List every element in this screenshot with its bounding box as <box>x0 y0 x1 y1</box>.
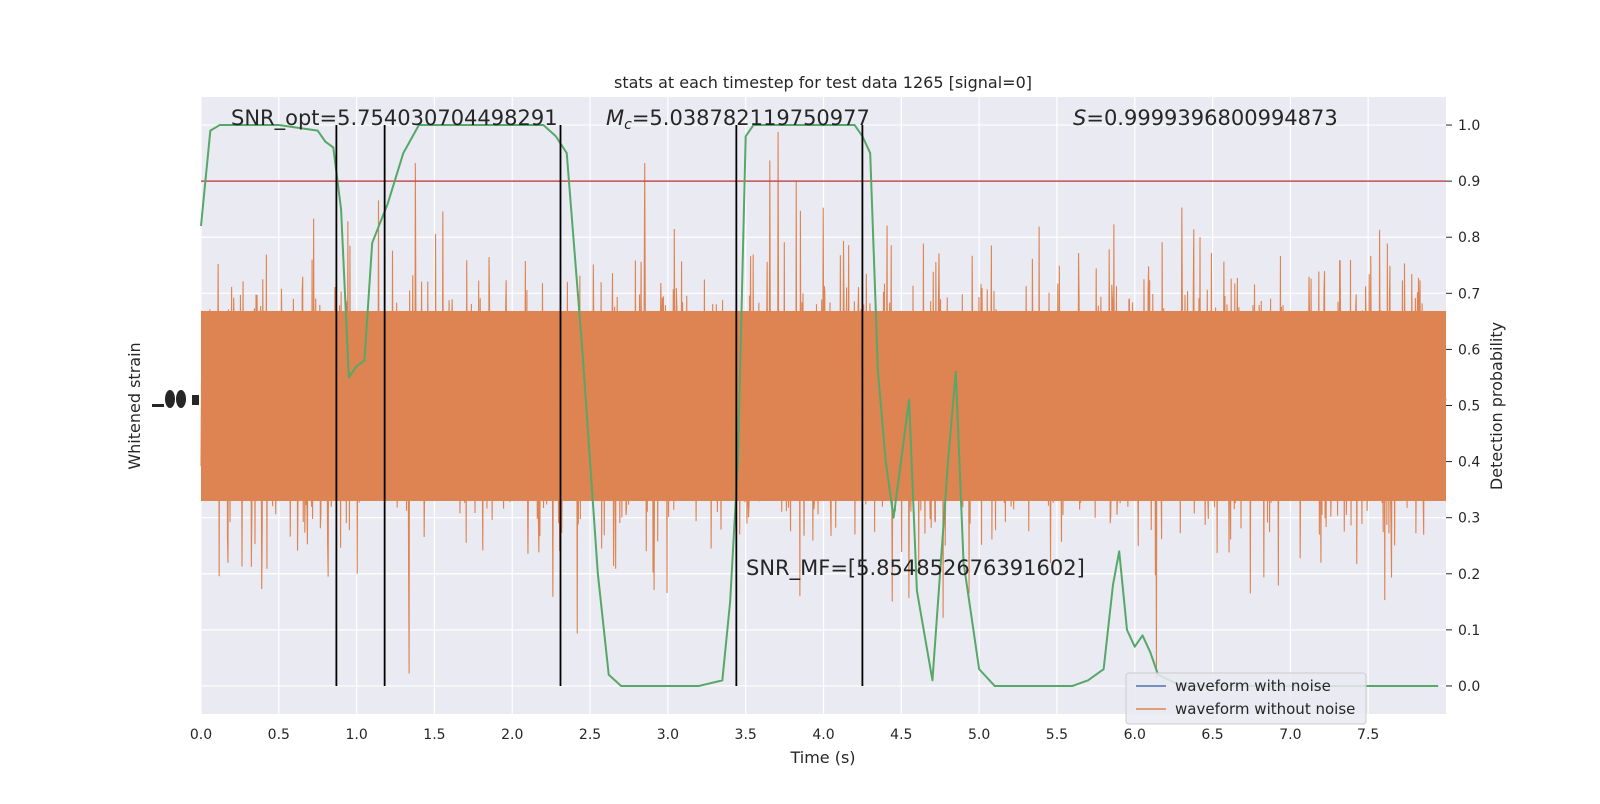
y-tick-label: 0.4 <box>1458 455 1480 471</box>
annotation-snr-opt: SNR_opt=5.754030704498291 <box>231 106 558 131</box>
x-tick-label: 6.5 <box>1201 727 1223 743</box>
annotation-snr-mf: SNR_MF=[5.854852676391602] <box>746 556 1085 581</box>
chart-title: stats at each timestep for test data 126… <box>614 73 1032 92</box>
left-axis-tick-cluster <box>152 390 199 408</box>
mc-value: =5.038782119750977 <box>632 106 870 130</box>
x-tick-label: 1.5 <box>423 727 445 743</box>
vertical-lines-layer <box>335 125 864 686</box>
x-tick-label: 5.0 <box>968 727 990 743</box>
tick-layer: 0.0 0.5 1.0 1.5 2.0 2.5 3.0 3.5 4.0 4.5 5.0 5.5 6.0 6… <box>190 118 1480 743</box>
x-tick-label: 7.5 <box>1357 727 1379 743</box>
x-tick-label: 4.5 <box>890 727 912 743</box>
x-tick-label: 5.5 <box>1046 727 1068 743</box>
legend: waveform with noise waveform without noi… <box>1125 672 1367 725</box>
y-tick-label: 0.0 <box>1458 679 1480 695</box>
y-tick-label: 0.3 <box>1458 511 1480 527</box>
x-tick-label: 3.5 <box>735 727 757 743</box>
legend-box <box>1125 672 1367 725</box>
legend-label-without-noise: waveform without noise <box>1175 700 1355 718</box>
x-tick-label: 1.0 <box>345 727 367 743</box>
y-tick-label: 0.1 <box>1458 623 1480 639</box>
s-symbol: S <box>1073 106 1086 130</box>
y-axis-label-right: Detection probability <box>1487 322 1506 490</box>
x-tick-label: 6.0 <box>1124 727 1146 743</box>
x-tick-label: 7.0 <box>1279 727 1301 743</box>
mc-symbol: M <box>606 106 624 130</box>
x-axis-label: Time (s) <box>789 748 855 767</box>
x-tick-label: 0.5 <box>268 727 290 743</box>
legend-label-with-noise: waveform with noise <box>1175 677 1331 695</box>
annotation-chirp-mass: Mc=5.038782119750977 <box>606 106 870 133</box>
y-tick-label: 0.8 <box>1458 230 1480 246</box>
y-tick-label: 0.2 <box>1458 567 1480 583</box>
y-tick-label: 0.6 <box>1458 342 1480 358</box>
x-tick-label: 3.0 <box>657 727 679 743</box>
mc-subscript: c <box>624 117 632 133</box>
y-tick-label: 0.5 <box>1458 399 1480 415</box>
y-tick-label: 0.7 <box>1458 286 1480 302</box>
probability-layer <box>200 124 1439 687</box>
x-tick-label: 2.5 <box>579 727 601 743</box>
strain-layer <box>200 131 1447 679</box>
x-tick-label: 0.0 <box>190 727 212 743</box>
y-tick-label: 0.9 <box>1458 174 1480 190</box>
x-tick-label: 2.0 <box>501 727 523 743</box>
y-tick-label: 1.0 <box>1458 118 1480 134</box>
detection-probability-line <box>200 124 1439 687</box>
y-axis-label-left: Whitened strain <box>125 342 144 469</box>
strain-without-noise-line <box>200 131 1447 679</box>
x-tick-label: 4.0 <box>812 727 834 743</box>
annotation-s-value: S=0.9999396800994873 <box>1073 106 1338 130</box>
s-value: =0.9999396800994873 <box>1086 106 1337 130</box>
